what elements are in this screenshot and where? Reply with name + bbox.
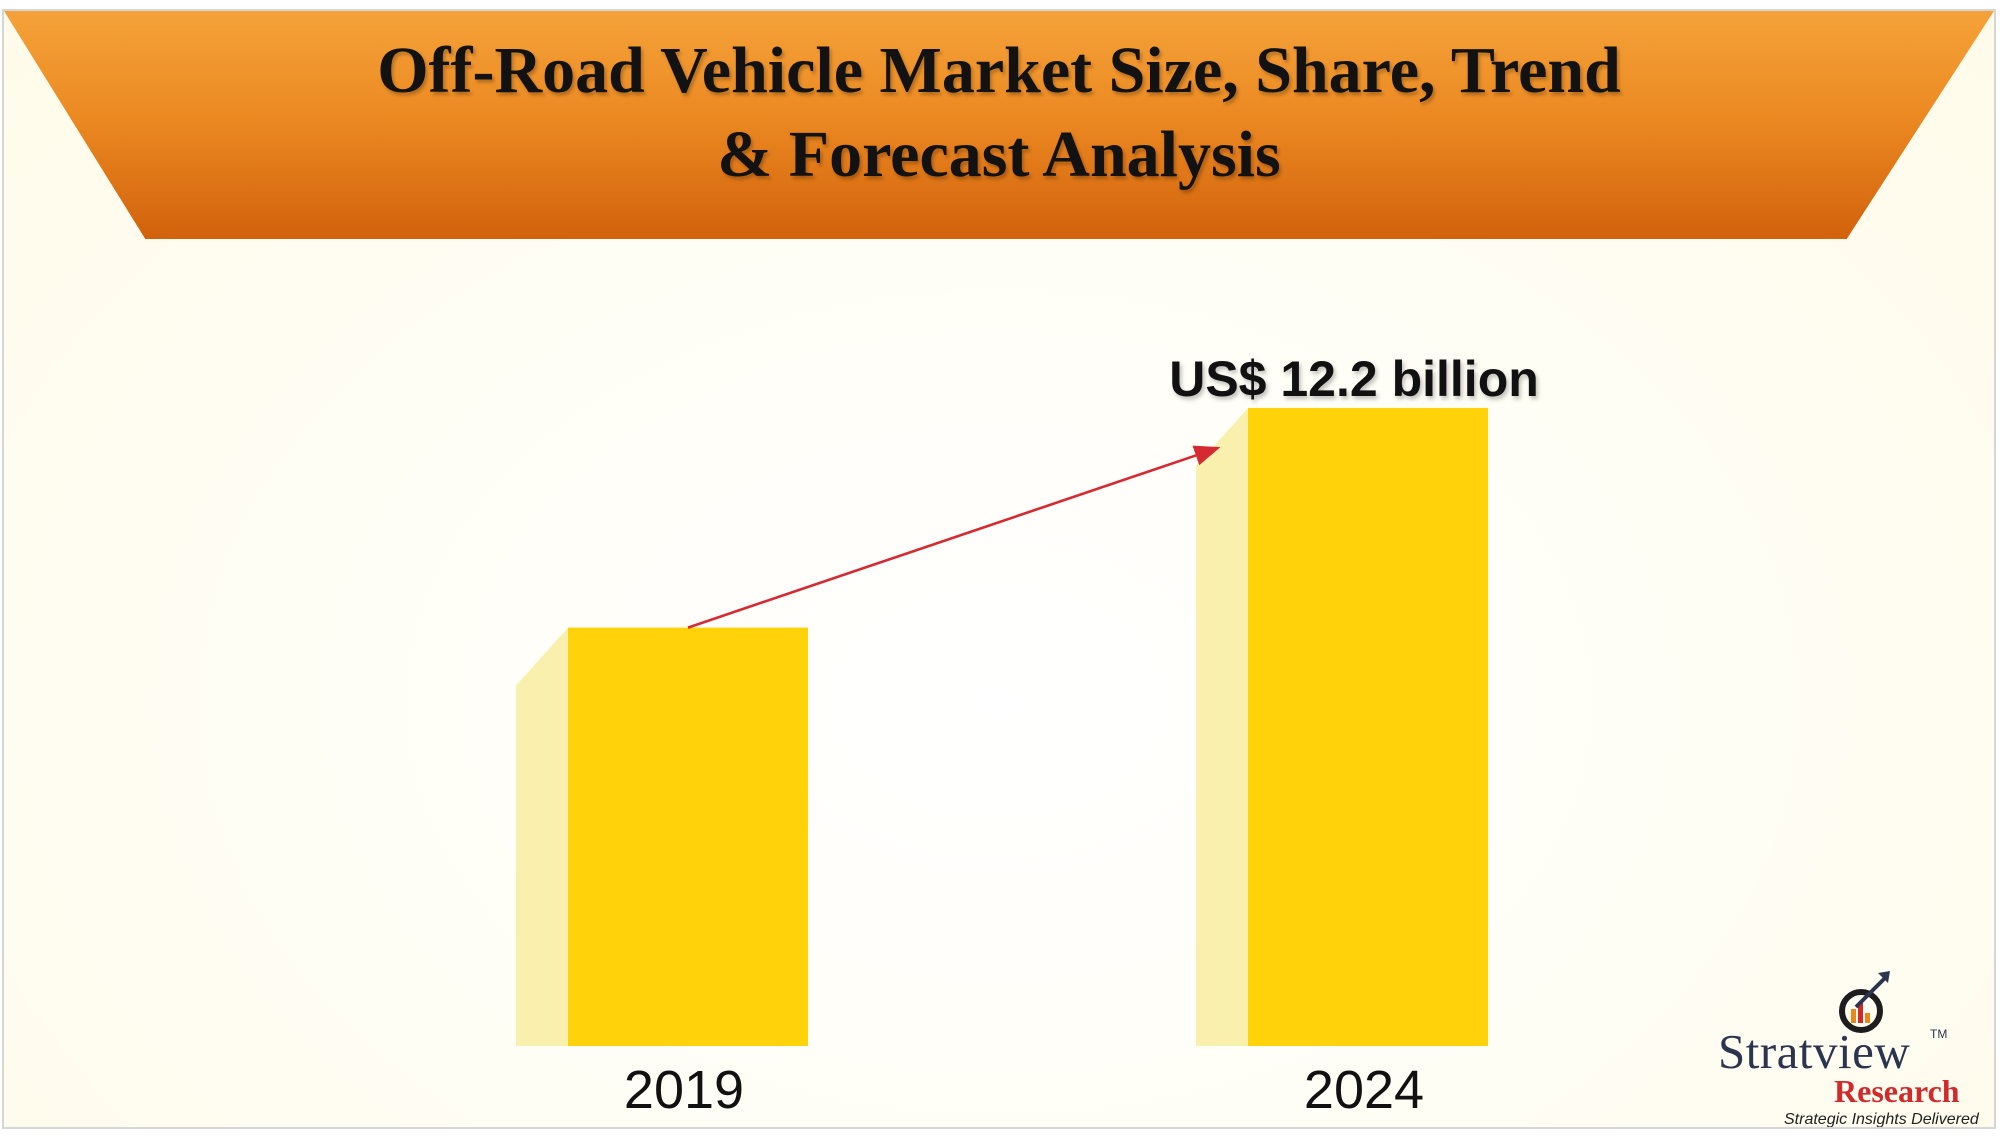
growth-trend-arrow (687, 445, 1221, 629)
logo-wordmark: Stratview (1718, 1024, 1911, 1079)
infographic-slide: Off-Road Vehicle Market Size, Share, Tre… (2, 9, 1996, 1129)
page-title: Off-Road Vehicle Market Size, Share, Tre… (377, 34, 1621, 191)
logo-tagline: Strategic Insights Delivered (1784, 1111, 1979, 1128)
magnifier-growth-icon (1839, 971, 1890, 1033)
bar-2024 (1248, 407, 1488, 1046)
stratview-logo: Stratview TM Research Strategic Insights… (1718, 967, 1988, 1127)
x-tick-label: 2019 (624, 1060, 744, 1120)
logo-research-text: Research (1834, 1073, 1960, 1109)
title-banner (4, 11, 1994, 239)
bar-side-2019 (516, 627, 568, 1046)
data-label: US$ 12.2 billion (1169, 351, 1539, 407)
bar-side-2024 (1196, 407, 1248, 1046)
logo-trademark: TM (1930, 1027, 1948, 1041)
bar-chart: 2019 2024 US$ 12.2 billion (516, 351, 1539, 1120)
bar-2019 (568, 627, 808, 1046)
x-tick-label: 2024 (1304, 1060, 1424, 1120)
